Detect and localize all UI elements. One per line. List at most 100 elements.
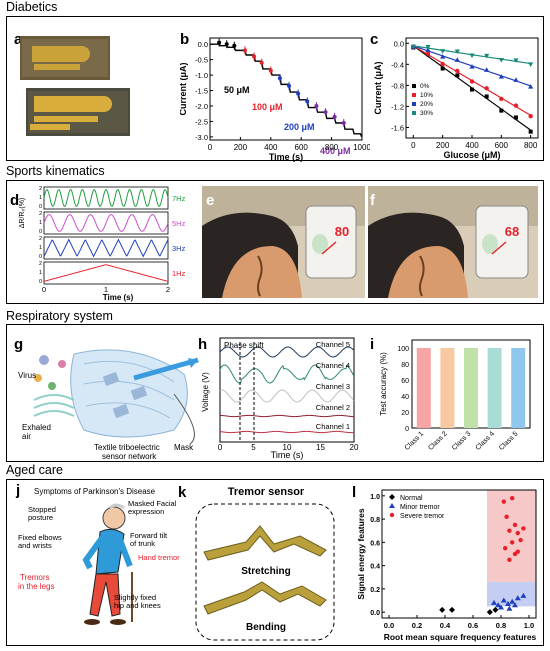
x-tick-label: 0 [208, 143, 213, 152]
x-tick-label: 1 [104, 285, 108, 294]
accuracy-bar [487, 348, 502, 428]
frequency-label: 7Hz [172, 194, 186, 203]
legend-marker [412, 93, 416, 97]
y-tick-label: 0.8 [370, 517, 380, 524]
x-tick-label: 200 [234, 143, 248, 152]
normal-point [439, 606, 446, 613]
x-tick-label: 0.8 [496, 621, 506, 630]
chart-l-ylabel: Signal energy features [356, 508, 366, 599]
legend-marker [389, 503, 395, 508]
x-tick-label: 0 [411, 141, 416, 150]
data-point [287, 83, 292, 88]
screen-value-e: 80 [335, 224, 349, 239]
x-tick-label: 0.6 [468, 621, 478, 630]
chart-h: Phase shift Channel 5 Channel 4 Channel 3 C… [201, 337, 359, 460]
x-tick-label: 0 [42, 285, 46, 294]
hip-label: Slightly fixed hip and knees [114, 593, 161, 610]
photo-neck-f: 68 [368, 186, 538, 298]
wave-frame [43, 186, 169, 210]
y-tick-label: -2.0 [195, 102, 208, 111]
y-tick-label: 2 [39, 236, 42, 242]
severe-tremor-point [515, 549, 520, 554]
data-point [268, 68, 273, 73]
data-point [469, 64, 475, 69]
section-title-sports: Sports kinematics [6, 164, 105, 178]
chart-c: 0% 10% 20% 30% 0 200 400 600 800 0.0 -0.4 -0.8 -1.2… [374, 37, 539, 160]
data-point [454, 57, 460, 62]
data-point [484, 53, 490, 59]
bend-sensor [203, 581, 327, 615]
data-point [498, 74, 504, 79]
channel-trace [219, 430, 355, 434]
severe-tremor-point [515, 530, 520, 536]
tremor-sensor-illustration: Tremor sensor Stretching Bending [195, 486, 335, 641]
y-tick-label: -1.0 [195, 71, 208, 80]
stretch-label: Stretching [241, 566, 290, 577]
category-label: Class 5 [498, 430, 520, 452]
chart-d-xlabel: Time (s) [103, 293, 134, 302]
chart-l: Normal Minor tremor Severe tremor 0.0 0.2 0.… [356, 489, 537, 642]
data-point [498, 57, 504, 63]
y-tick-label: 0.0 [370, 610, 380, 617]
y-tick-label: 0.0 [198, 40, 208, 49]
category-label: Class 3 [451, 430, 473, 452]
y-tick-label: 0 [39, 229, 42, 235]
virus-icon [39, 355, 49, 365]
phone-screen [305, 205, 357, 279]
data-point [484, 94, 489, 99]
data-point [514, 115, 518, 120]
panel-label-i: i [370, 336, 375, 353]
legend-marker [389, 494, 395, 500]
severe-tremor-point [503, 545, 508, 551]
exhaled-air-icon [33, 394, 75, 417]
y-tick-label: -1.2 [391, 102, 404, 111]
minor-tremor-point [505, 601, 511, 607]
panel-label-b: b [180, 31, 190, 48]
legend-label: 30% [420, 110, 433, 117]
x-tick-label: 800 [325, 143, 339, 152]
y-tick-label: 1.0 [370, 494, 380, 501]
screen-value-f: 68 [505, 224, 519, 239]
severe-tremor-point [507, 557, 512, 563]
legend-label: Minor tremor [400, 504, 440, 511]
data-point [224, 42, 229, 47]
masked-label: Masked Facial expression [128, 499, 177, 516]
phone-screen-f [475, 205, 529, 279]
severe-tremor-point [521, 526, 526, 531]
chart-l-xlabel: Root mean square frequency features [384, 632, 537, 642]
data-point [425, 51, 431, 56]
severe-tremor-point [510, 495, 515, 501]
chart-i: 0 20 40 60 80 100 Class 1 Class 2 Class 3 Class 4… [379, 339, 531, 452]
data-point [513, 58, 519, 63]
y-tick-label: -0.5 [195, 56, 208, 65]
channel-label: Channel 2 [316, 403, 350, 412]
chart-b-ylabel: Current (μA) [180, 62, 188, 115]
section-title-diabetics: Diabetics [6, 0, 58, 14]
y-tick-label: 0.6 [370, 540, 380, 547]
chart-i-ylabel: Test accuracy (%) [379, 352, 388, 416]
severe-tremor-point [510, 540, 515, 545]
data-point [232, 43, 237, 48]
channel-label: Channel 5 [316, 340, 350, 349]
mask-illustration: Virus Exhaled air Textile triboelectric se… [18, 349, 199, 460]
minor-tremor-point [506, 605, 513, 611]
data-point [323, 110, 328, 115]
tremor-sensor-title: Tremor sensor [228, 486, 305, 498]
y-tick-label: -3.0 [195, 133, 208, 142]
severe-region [487, 490, 536, 582]
panel-label-d: d [10, 192, 20, 209]
virus-label: Virus [18, 371, 36, 380]
minor-tremor-point [495, 602, 502, 608]
y-tick-label: -0.4 [391, 60, 404, 69]
normal-point [492, 606, 499, 613]
sports-frame [6, 180, 544, 304]
data-point [332, 114, 337, 119]
data-point [528, 129, 533, 134]
data-point [513, 77, 519, 82]
section-title-respiratory: Respiratory system [6, 309, 113, 323]
wave-trace [43, 188, 169, 207]
channel-trace [219, 389, 355, 403]
elbows-label: Fixed elbows and wrists [18, 533, 62, 550]
data-point [499, 108, 504, 113]
